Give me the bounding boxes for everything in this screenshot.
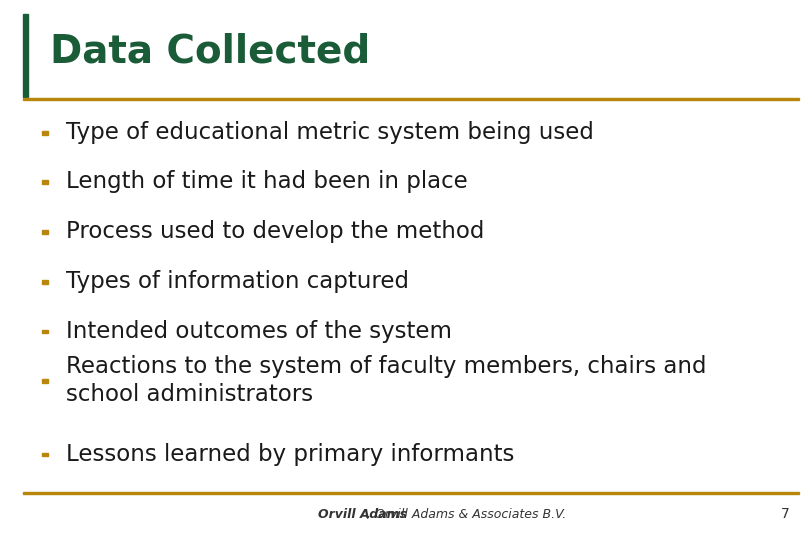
Text: Process used to develop the method: Process used to develop the method <box>66 220 485 243</box>
Text: Lessons learned by primary informants: Lessons learned by primary informants <box>66 443 515 465</box>
Text: Type of educational metric system being used: Type of educational metric system being … <box>66 121 595 144</box>
Text: , Orvill Adams & Associates B.V.: , Orvill Adams & Associates B.V. <box>367 508 566 521</box>
Text: 7: 7 <box>781 507 790 521</box>
Text: Data Collected: Data Collected <box>50 32 370 70</box>
Text: Reactions to the system of faculty members, chairs and
school administrators: Reactions to the system of faculty membe… <box>66 355 707 407</box>
Text: Types of information captured: Types of information captured <box>66 270 409 293</box>
Text: Orvill Adams: Orvill Adams <box>318 508 407 521</box>
Text: Intended outcomes of the system: Intended outcomes of the system <box>66 320 453 342</box>
Text: Length of time it had been in place: Length of time it had been in place <box>66 171 468 193</box>
